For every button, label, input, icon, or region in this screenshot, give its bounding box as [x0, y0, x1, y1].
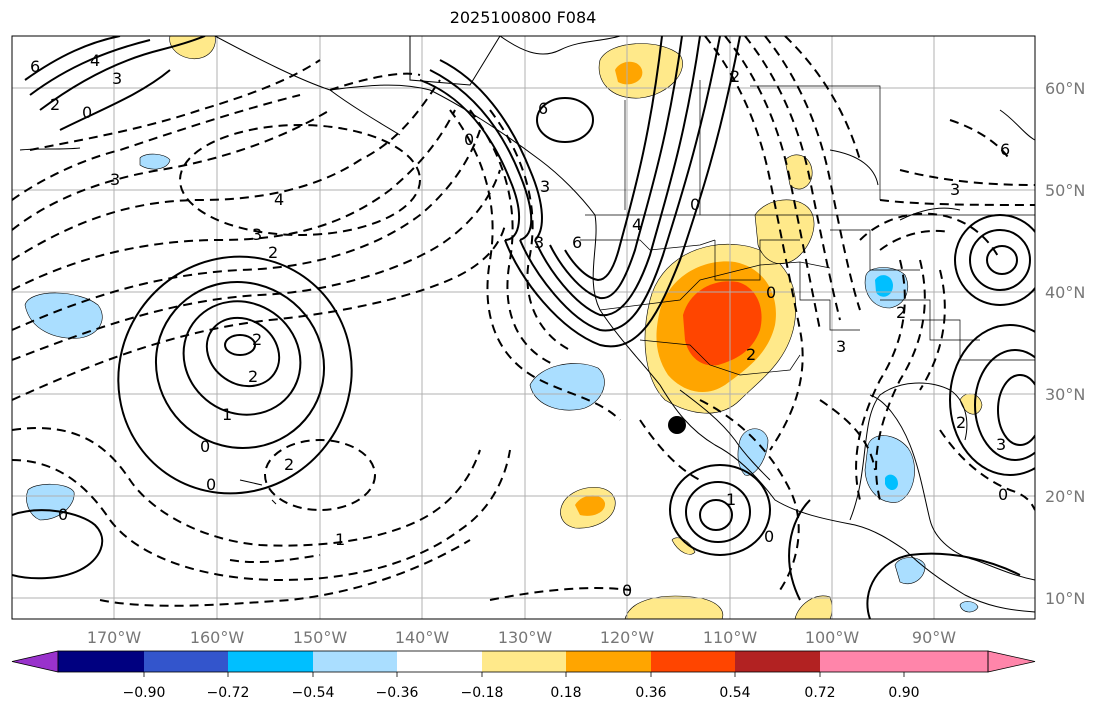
colorbar: −0.90 −0.72 −0.54 −0.36 −0.18 0.18 0.36 …: [11, 650, 1036, 701]
contour-label: 0: [464, 130, 474, 149]
colorbar-tick-label: 0.36: [635, 685, 666, 701]
latitude-label: 10°N: [1045, 589, 1085, 608]
contour-label: 3: [540, 177, 550, 196]
longitude-label: 100°W: [805, 628, 860, 647]
colorbar-segment: [397, 651, 482, 672]
contour-label: 2: [268, 243, 278, 262]
contour-label: 0: [764, 527, 774, 546]
contour-label: 2: [956, 413, 966, 432]
contour-label: 2: [896, 303, 906, 322]
longitude-label: 110°W: [703, 628, 758, 647]
longitude-label: 90°W: [912, 628, 956, 647]
colorbar-segment: [566, 651, 651, 672]
colorbar-segment: [144, 651, 228, 672]
dashed-contours: [12, 36, 1035, 607]
contour-label: 2: [252, 330, 262, 349]
contour-label: 4: [274, 190, 284, 209]
colorbar-segment: [735, 651, 820, 672]
contour-label: 2: [284, 455, 294, 474]
contour-label: 0: [622, 581, 632, 600]
contour-label: 3: [996, 435, 1006, 454]
contour-label: 6: [1000, 140, 1010, 159]
longitude-label: 140°W: [395, 628, 450, 647]
colorbar-tick-label: 0.72: [804, 685, 835, 701]
contour-label: 2: [730, 67, 740, 86]
colorbar-tick-label: 0.18: [550, 685, 581, 701]
map-title: 2025100800 F084: [449, 8, 597, 27]
colorbar-tick-label: 0.54: [719, 685, 750, 701]
contour-label: 6: [538, 99, 548, 118]
colorbar-segment: [313, 651, 397, 672]
map-frame: [11, 35, 1036, 620]
colorbar-tick-label: 0.90: [888, 685, 919, 701]
colorbar-segment: [482, 651, 566, 672]
contour-label: 3: [252, 225, 262, 244]
colorbar-extend-min: [11, 650, 59, 673]
colorbar-tick-label: −0.36: [376, 685, 419, 701]
longitude-label: 150°W: [293, 628, 348, 647]
colorbar-segment: [651, 651, 735, 672]
latitude-label: 30°N: [1045, 385, 1085, 404]
contour-label: 3: [534, 233, 544, 252]
contour-label: 0: [58, 505, 68, 524]
colorbar-tick-label: −0.18: [461, 685, 504, 701]
contour-label: 0: [206, 475, 216, 494]
contour-label: 6: [572, 233, 582, 252]
longitude-label: 130°W: [498, 628, 553, 647]
latitude-label: 20°N: [1045, 487, 1085, 506]
contour-label: 3: [950, 180, 960, 199]
longitude-label: 170°W: [87, 628, 142, 647]
storm-center-dot: [668, 416, 686, 434]
colorbar-tick-label: −0.72: [207, 685, 250, 701]
longitude-label: 120°W: [600, 628, 655, 647]
latitude-labels: 60°N 50°N 40°N 30°N 20°N 10°N: [1045, 79, 1085, 608]
longitude-labels: 170°W 160°W 150°W 140°W 130°W 120°W 110°…: [87, 628, 956, 647]
contour-label: 0: [766, 283, 776, 302]
contour-label: 0: [690, 195, 700, 214]
contour-label: 2: [248, 367, 258, 386]
colorbar-extend-max: [820, 651, 1035, 672]
colorbar-segment: [228, 651, 313, 672]
contour-label: 2: [746, 345, 756, 364]
contour-label: 1: [222, 405, 232, 424]
contour-label: 3: [110, 170, 120, 189]
contour-labels: 6 4 3 2 0 3 4 3 2 2 2 1 0 0 2 1 0 0 3 6 …: [30, 51, 1010, 600]
contour-label: 2: [50, 95, 60, 114]
contour-label: 4: [632, 215, 642, 234]
contour-label: 0: [998, 485, 1008, 504]
contour-label: 6: [30, 57, 40, 76]
contour-label: 3: [112, 69, 122, 88]
positive-anomaly-shading: [169, 36, 983, 619]
latitude-label: 60°N: [1045, 79, 1085, 98]
coastlines: [19, 36, 1035, 613]
map-background: [12, 36, 1035, 619]
contour-label: 1: [726, 490, 736, 509]
contour-label: 0: [200, 437, 210, 456]
solid-contours: [12, 36, 1035, 619]
colorbar-tick-label: −0.90: [123, 685, 166, 701]
colorbar-segment: [58, 651, 144, 672]
latitude-label: 50°N: [1045, 181, 1085, 200]
colorbar-tick-label: −0.54: [292, 685, 335, 701]
latitude-label: 40°N: [1045, 283, 1085, 302]
contour-label: 4: [90, 51, 100, 70]
contour-label: 1: [335, 530, 345, 549]
contour-label: 3: [836, 337, 846, 356]
longitude-label: 160°W: [190, 628, 245, 647]
contour-label: 0: [82, 103, 92, 122]
